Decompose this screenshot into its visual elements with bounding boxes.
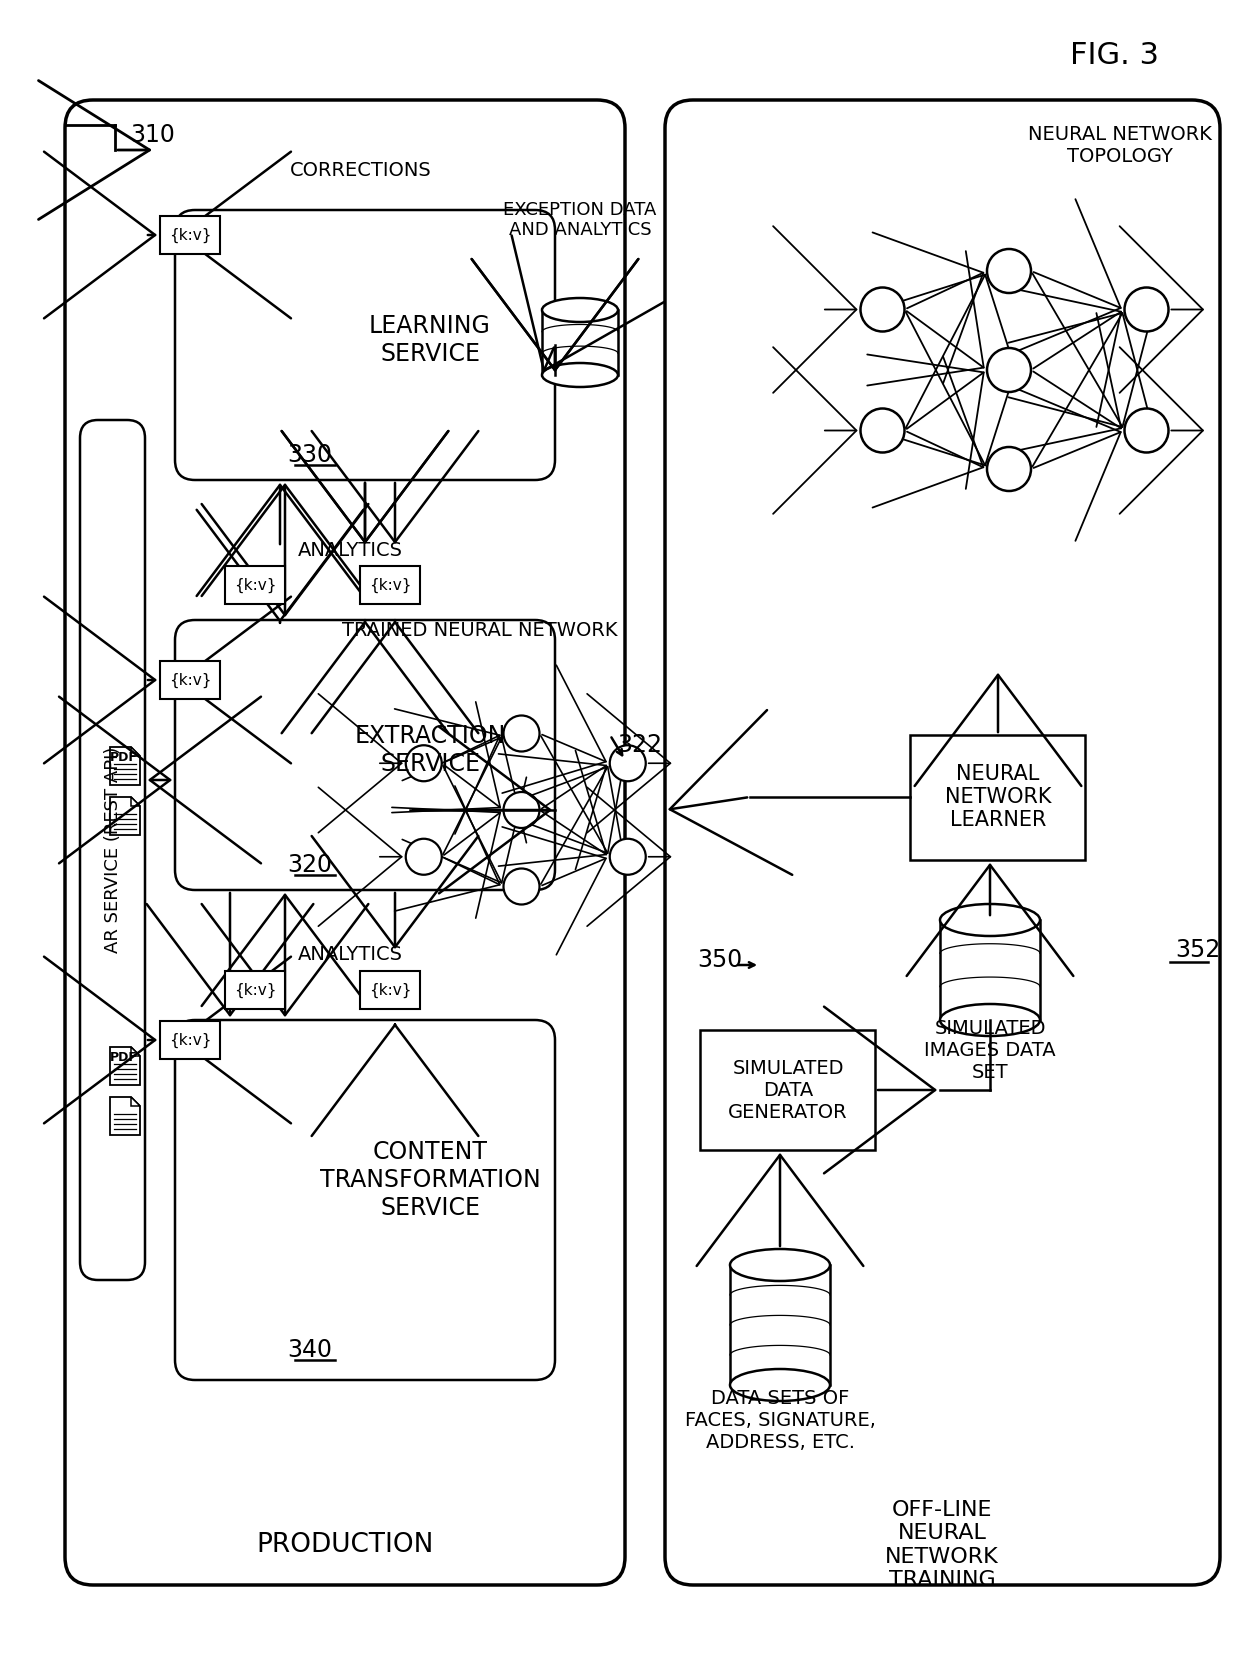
FancyBboxPatch shape	[175, 210, 556, 480]
Text: OFF-LINE
NEURAL
NETWORK
TRAINING: OFF-LINE NEURAL NETWORK TRAINING	[885, 1500, 999, 1589]
Text: {k:v}: {k:v}	[169, 227, 211, 242]
Text: ANALYTICS: ANALYTICS	[298, 541, 403, 559]
Circle shape	[610, 746, 646, 781]
Ellipse shape	[730, 1248, 830, 1280]
FancyBboxPatch shape	[175, 620, 556, 890]
Circle shape	[405, 838, 441, 875]
Circle shape	[861, 287, 904, 331]
Polygon shape	[131, 796, 140, 806]
Text: SIMULATED
IMAGES DATA
SET: SIMULATED IMAGES DATA SET	[924, 1018, 1055, 1082]
FancyBboxPatch shape	[64, 101, 625, 1584]
Polygon shape	[131, 748, 140, 756]
Bar	[542, 311, 618, 375]
Circle shape	[503, 716, 539, 751]
Bar	[224, 971, 285, 1010]
Circle shape	[503, 869, 539, 904]
Bar	[730, 1265, 830, 1384]
Polygon shape	[110, 1047, 140, 1085]
FancyBboxPatch shape	[665, 101, 1220, 1584]
Text: EXCEPTION DATA
AND ANALYTICS: EXCEPTION DATA AND ANALYTICS	[503, 200, 657, 239]
Polygon shape	[110, 748, 140, 785]
Circle shape	[405, 746, 441, 781]
Text: AR SERVICE (REST API): AR SERVICE (REST API)	[104, 748, 122, 953]
Text: CONTENT
TRANSFORMATION
SERVICE: CONTENT TRANSFORMATION SERVICE	[320, 1141, 541, 1220]
Bar	[360, 566, 420, 605]
Text: 330: 330	[288, 444, 332, 467]
Text: {k:v}: {k:v}	[234, 578, 277, 593]
Ellipse shape	[542, 363, 618, 386]
Bar	[940, 921, 1040, 1020]
Text: PRODUCTION: PRODUCTION	[257, 1532, 434, 1557]
Text: PDF: PDF	[109, 751, 138, 764]
Text: SIMULATED
DATA
GENERATOR: SIMULATED DATA GENERATOR	[728, 1058, 848, 1122]
Circle shape	[861, 408, 904, 452]
Text: LEARNING
SERVICE: LEARNING SERVICE	[370, 314, 491, 366]
Bar	[160, 660, 219, 699]
Ellipse shape	[542, 297, 618, 323]
Bar	[701, 1030, 875, 1151]
Text: DATA SETS OF
FACES, SIGNATURE,
ADDRESS, ETC.: DATA SETS OF FACES, SIGNATURE, ADDRESS, …	[684, 1388, 875, 1452]
Polygon shape	[131, 1097, 140, 1105]
Ellipse shape	[940, 904, 1040, 936]
Bar	[160, 1021, 219, 1058]
Text: {k:v}: {k:v}	[169, 672, 211, 687]
Circle shape	[610, 838, 646, 875]
Text: {k:v}: {k:v}	[169, 1033, 211, 1048]
Text: {k:v}: {k:v}	[368, 578, 412, 593]
Text: 352: 352	[1176, 937, 1220, 963]
Circle shape	[987, 447, 1030, 491]
Text: 320: 320	[288, 853, 332, 877]
Polygon shape	[131, 1047, 140, 1057]
Circle shape	[1125, 408, 1168, 452]
Text: PDF: PDF	[109, 1052, 138, 1063]
Text: CORRECTIONS: CORRECTIONS	[290, 161, 432, 180]
Bar	[224, 566, 285, 605]
Text: TRAINED NEURAL NETWORK: TRAINED NEURAL NETWORK	[342, 620, 618, 640]
Bar	[160, 217, 219, 254]
Text: ANALYTICS: ANALYTICS	[298, 946, 403, 964]
Text: 350: 350	[697, 948, 743, 973]
Polygon shape	[110, 1097, 140, 1136]
Text: NEURAL
NETWORK
LEARNER: NEURAL NETWORK LEARNER	[945, 764, 1052, 830]
Text: 310: 310	[130, 123, 175, 146]
FancyBboxPatch shape	[175, 1020, 556, 1379]
Text: FIG. 3: FIG. 3	[1070, 40, 1159, 69]
Text: {k:v}: {k:v}	[234, 983, 277, 998]
Ellipse shape	[730, 1369, 830, 1401]
Ellipse shape	[940, 1005, 1040, 1037]
Polygon shape	[110, 796, 140, 835]
Circle shape	[1125, 287, 1168, 331]
Bar	[910, 736, 1085, 860]
Circle shape	[987, 348, 1030, 391]
Text: EXTRACTION
SERVICE: EXTRACTION SERVICE	[355, 724, 506, 776]
FancyBboxPatch shape	[81, 420, 145, 1280]
Text: {k:v}: {k:v}	[368, 983, 412, 998]
Circle shape	[987, 249, 1030, 292]
Text: 340: 340	[288, 1337, 332, 1362]
Circle shape	[503, 791, 539, 828]
Text: NEURAL NETWORK
TOPOLOGY: NEURAL NETWORK TOPOLOGY	[1028, 124, 1211, 166]
Bar	[360, 971, 420, 1010]
Text: 322: 322	[618, 732, 662, 758]
